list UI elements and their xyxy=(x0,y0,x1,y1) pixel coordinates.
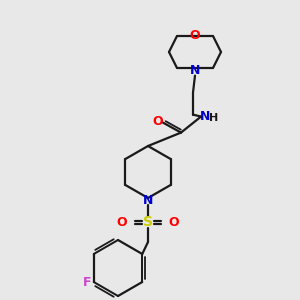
Text: O: O xyxy=(169,215,179,229)
Text: O: O xyxy=(190,29,200,42)
Text: N: N xyxy=(200,110,210,123)
Text: N: N xyxy=(190,64,200,77)
Text: O: O xyxy=(117,215,127,229)
Text: O: O xyxy=(153,115,163,128)
Text: F: F xyxy=(82,275,91,289)
Text: H: H xyxy=(209,112,219,123)
Text: S: S xyxy=(143,215,153,229)
Text: N: N xyxy=(143,194,153,206)
